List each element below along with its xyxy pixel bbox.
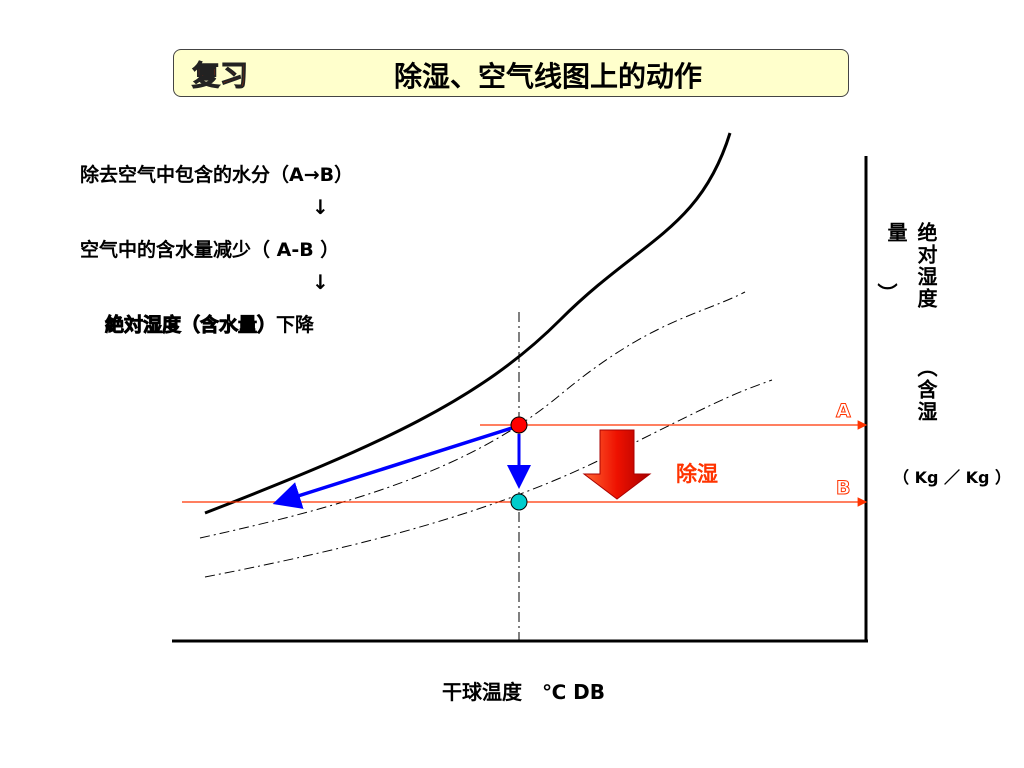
y-axis-label-main: 绝对湿度: [914, 222, 938, 310]
saturation-curve: [204, 132, 732, 515]
down-arrow-icon: ↓: [312, 195, 329, 219]
rh-curve-upper: [199, 291, 746, 539]
y-axis-label-paren: ）: [874, 283, 898, 305]
title-box: 复习 除湿、空气线图上的动作: [173, 49, 849, 97]
page-title: 除湿、空气线图上的动作: [394, 60, 703, 93]
review-tag: 复习: [191, 59, 249, 93]
x-axis-label: 干球温度 ℃ DB: [442, 680, 606, 704]
point-a-label: A: [836, 400, 852, 423]
y-axis-label-content: （含湿: [914, 357, 938, 423]
step-water-decrease: 空气中的含水量减少（ A-B ）: [80, 239, 340, 261]
y-axis-label-amount: 量: [884, 222, 908, 244]
point-a-marker: [510, 416, 528, 434]
rh-curve-lower: [204, 379, 773, 578]
cooling-arrow: [272, 426, 513, 509]
step-humidity-drop: 絶対湿度（含水量）下降: [105, 310, 314, 337]
point-b-marker: [510, 493, 528, 511]
y-axis-unit: （ Kg ／ Kg ）: [893, 468, 1011, 487]
point-b-label: B: [835, 477, 851, 500]
dehumidify-label: 除湿: [676, 462, 718, 486]
big-down-arrow-icon: [582, 429, 652, 500]
down-arrow-icon: ↓: [312, 270, 329, 294]
step-remove-water: 除去空气中包含的水分（A→B）: [80, 164, 354, 186]
step-drop-label: 下降: [276, 314, 315, 336]
step-humidity-label: 絶対湿度（含水量）: [105, 314, 277, 337]
